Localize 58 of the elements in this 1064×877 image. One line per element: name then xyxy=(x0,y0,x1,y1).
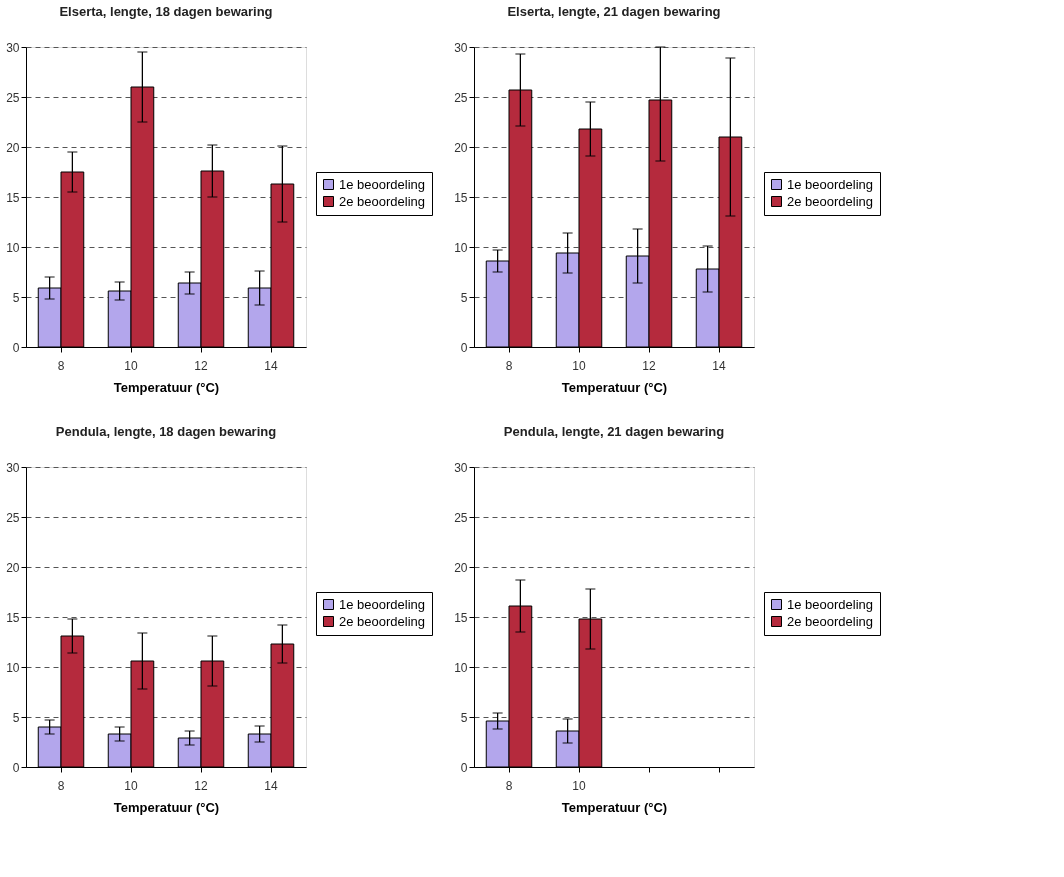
y-tick-label: 20 xyxy=(6,560,20,575)
legend-label: 2e beoordeling xyxy=(339,193,426,209)
y-tick-label: 10 xyxy=(6,660,20,675)
y-tick-label: 30 xyxy=(6,460,20,475)
legend-label: 2e beoordeling xyxy=(339,613,426,629)
x-tick-label: 10 xyxy=(572,778,586,793)
chart-title: Elserta, lengte, 18 dagen bewaring xyxy=(59,4,273,19)
x-tick-label: 14 xyxy=(264,358,278,373)
legend-label: 1e beoordeling xyxy=(787,596,874,612)
y-tick-label: 5 xyxy=(460,290,468,305)
y-tick-label: 0 xyxy=(460,340,468,355)
legend-label: 1e beoordeling xyxy=(339,176,426,192)
y-tick-label: 25 xyxy=(454,510,468,525)
x-tick-label: 8 xyxy=(57,358,65,373)
y-tick-label: 30 xyxy=(6,40,20,55)
x-tick-label: 10 xyxy=(572,358,586,373)
x-tick-label: 12 xyxy=(194,778,208,793)
y-tick-label: 5 xyxy=(460,710,468,725)
x-axis-title: Temperatuur (°C) xyxy=(561,799,668,815)
x-tick-label: 8 xyxy=(57,778,65,793)
y-tick-label: 15 xyxy=(6,610,20,625)
chart-title: Elserta, lengte, 21 dagen bewaring xyxy=(507,4,721,19)
y-tick-label: 5 xyxy=(12,290,20,305)
y-tick-label: 20 xyxy=(454,140,468,155)
y-tick-label: 30 xyxy=(454,40,468,55)
x-axis-title: Temperatuur (°C) xyxy=(113,379,220,395)
y-tick-label: 5 xyxy=(12,710,20,725)
legend-label: 2e beoordeling xyxy=(787,193,874,209)
x-axis-title: Temperatuur (°C) xyxy=(113,799,220,815)
y-tick-label: 20 xyxy=(454,560,468,575)
x-tick-label: 14 xyxy=(712,358,726,373)
chart-title: Pendula, lengte, 21 dagen bewaring xyxy=(503,424,725,439)
y-tick-label: 10 xyxy=(454,660,468,675)
x-tick-label: 12 xyxy=(194,358,208,373)
y-tick-label: 0 xyxy=(12,340,20,355)
y-tick-label: 30 xyxy=(454,460,468,475)
x-tick-label: 10 xyxy=(124,778,138,793)
legend-label: 1e beoordeling xyxy=(339,596,426,612)
x-tick-label: 10 xyxy=(124,358,138,373)
y-tick-label: 25 xyxy=(454,90,468,105)
y-tick-label: 10 xyxy=(6,240,20,255)
x-tick-label: 8 xyxy=(505,778,513,793)
x-tick-label: 8 xyxy=(505,358,513,373)
y-tick-label: 15 xyxy=(6,190,20,205)
y-tick-label: 15 xyxy=(454,190,468,205)
chart-title: Pendula, lengte, 18 dagen bewaring xyxy=(55,424,277,439)
y-tick-label: 0 xyxy=(460,760,468,775)
legend-label: 2e beoordeling xyxy=(787,613,874,629)
y-tick-label: 0 xyxy=(12,760,20,775)
y-tick-label: 20 xyxy=(6,140,20,155)
y-tick-label: 25 xyxy=(6,90,20,105)
y-tick-label: 15 xyxy=(454,610,468,625)
legend-label: 1e beoordeling xyxy=(787,176,874,192)
y-tick-label: 10 xyxy=(454,240,468,255)
y-tick-label: 25 xyxy=(6,510,20,525)
x-tick-label: 12 xyxy=(642,358,656,373)
x-tick-label: 14 xyxy=(264,778,278,793)
x-axis-title: Temperatuur (°C) xyxy=(561,379,668,395)
